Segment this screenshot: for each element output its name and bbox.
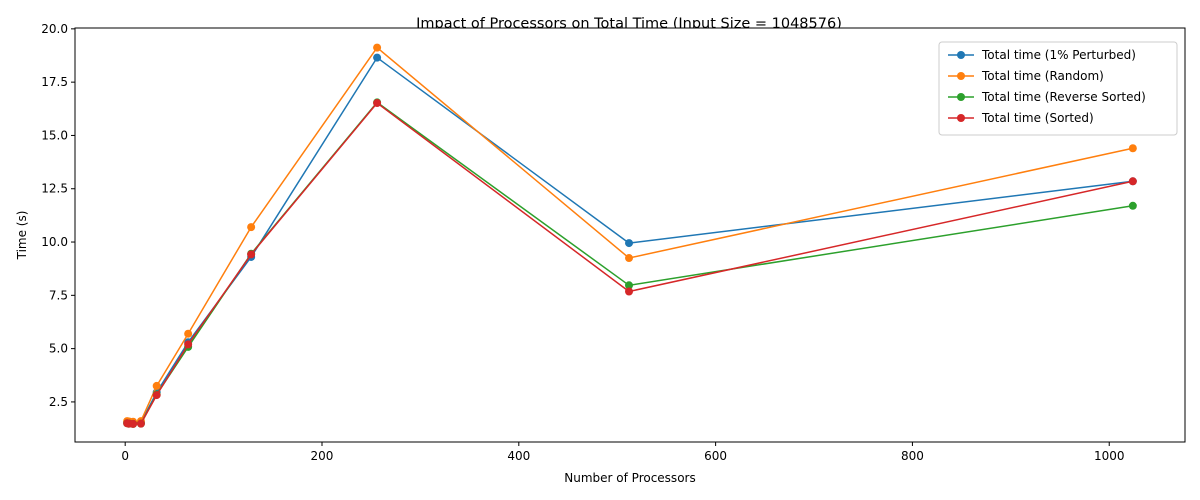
data-point: [625, 239, 634, 248]
data-point: [625, 281, 634, 290]
legend-label: Total time (1% Perturbed): [981, 48, 1136, 62]
y-axis: 2.5 5.0 7.5 10.0 12.5 15.0 17.5 20.0: [41, 22, 75, 409]
data-point: [1128, 177, 1137, 186]
legend-label: Total time (Sorted): [981, 111, 1094, 125]
data-point: [1128, 144, 1137, 153]
data-point: [247, 250, 256, 259]
data-point: [152, 391, 161, 400]
data-point: [184, 329, 193, 338]
legend: Total time (1% Perturbed) Total time (Ran…: [938, 41, 1178, 136]
y-tick-label: 2.5: [49, 395, 68, 409]
data-point: [129, 419, 138, 428]
y-tick-label: 10.0: [41, 235, 68, 249]
legend-frame: [938, 41, 1178, 136]
data-point: [373, 99, 382, 108]
series-layer: [123, 43, 1137, 428]
legend-label: Total time (Reverse Sorted): [981, 90, 1146, 104]
legend-swatch-marker: [957, 72, 965, 80]
data-point: [184, 340, 193, 349]
data-point: [625, 287, 634, 296]
y-tick-label: 7.5: [49, 288, 68, 302]
y-tick-label: 17.5: [41, 75, 68, 89]
legend-item: Total time (Reverse Sorted): [948, 90, 1146, 104]
data-point: [136, 419, 145, 428]
x-tick-label: 800: [901, 449, 924, 463]
data-point: [152, 381, 161, 390]
x-axis: 0 200 400 600 800 1000: [121, 442, 1125, 463]
legend-label: Total time (Random): [981, 69, 1104, 83]
x-tick-label: 200: [311, 449, 334, 463]
y-tick-label: 15.0: [41, 128, 68, 142]
legend-swatch-marker: [957, 93, 965, 101]
y-tick-label: 20.0: [41, 22, 68, 36]
x-tick-label: 1000: [1094, 449, 1125, 463]
data-point: [373, 53, 382, 62]
x-tick-label: 600: [704, 449, 727, 463]
data-point: [373, 43, 382, 52]
y-tick-label: 12.5: [41, 182, 68, 196]
y-tick-label: 5.0: [49, 342, 68, 356]
legend-swatch-marker: [957, 51, 965, 59]
series-3: [123, 99, 1137, 428]
x-tick-label: 400: [507, 449, 530, 463]
x-tick-label: 0: [121, 449, 129, 463]
legend-item: Total time (Sorted): [948, 111, 1094, 125]
data-point: [625, 254, 634, 263]
data-point: [1128, 201, 1137, 210]
y-axis-label: Time (s): [15, 211, 29, 261]
legend-item: Total time (1% Perturbed): [948, 48, 1136, 62]
legend-item: Total time (Random): [948, 69, 1104, 83]
legend-swatch-marker: [957, 114, 965, 122]
data-point: [247, 223, 256, 232]
x-axis-label: Number of Processors: [564, 471, 695, 485]
